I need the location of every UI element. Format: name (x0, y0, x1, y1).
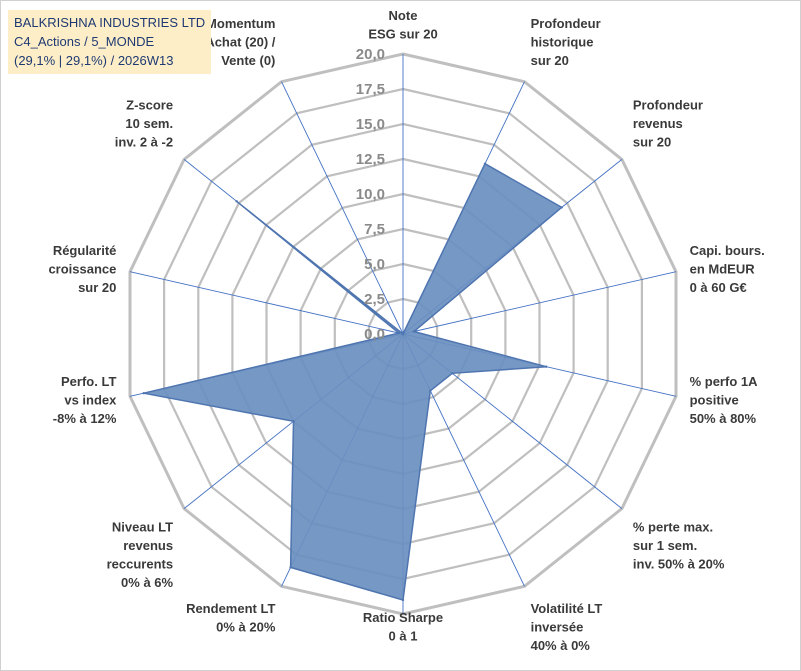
radar-axis-labels: Note ESG sur 20 Profondeur historique sur 20… (48, 8, 764, 653)
axis-label-9-line-1: revenus (123, 538, 173, 553)
series-point-6 (429, 389, 432, 392)
axis-label-10-line-1: vs index (64, 392, 117, 407)
tick-label-2: 5,0 (364, 256, 385, 273)
series-point-5 (451, 372, 454, 375)
radar-tick-labels: 0,0 2,5 5,0 7,5 10,0 12,5 15,0 17,5 20,0 (356, 46, 385, 343)
chart-subtitle: C4_Actions / 5_MONDE (14, 34, 155, 49)
series-point-3 (412, 330, 416, 333)
axis-label-6: Volatilité LT inversée 40% à 0% (531, 601, 603, 653)
axis-label-6-line-2: 40% à 0% (531, 638, 591, 653)
axis-label-9-line-2: reccurents (107, 556, 173, 571)
axis-label-0-line-0: Note (389, 8, 418, 23)
axis-label-2-line-1: revenus (633, 116, 683, 131)
chart-period: (29,1% | 29,1%) / 2026W13 (14, 53, 174, 68)
series-point-13 (401, 332, 405, 336)
axis-label-5: % perte max. sur 1 sem. inv. 50% à 20% (633, 519, 725, 571)
chart-title-box: BALKRISHNA INDUSTRIES LTD C4_Actions / 5… (8, 10, 212, 74)
series-point-2 (560, 206, 563, 209)
axis-label-13: Momentum Achat (20) / Vente (0) (205, 16, 275, 68)
axis-label-1-line-2: sur 20 (531, 53, 569, 68)
tick-label-1: 2,5 (364, 291, 385, 308)
axis-label-13-line-0: Momentum (206, 16, 275, 31)
series-point-11 (397, 331, 401, 335)
axis-label-2-line-0: Profondeur (633, 98, 703, 113)
axis-label-11: Régularité croissance sur 20 (48, 243, 116, 295)
axis-label-5-line-1: sur 1 sem. (633, 538, 697, 553)
axis-label-8-line-1: 0% à 20% (216, 619, 276, 634)
axis-label-0: Note ESG sur 20 (368, 8, 437, 42)
axis-label-5-line-0: % perte max. (633, 519, 713, 534)
tick-label-8: 20,0 (356, 46, 385, 63)
axis-label-9: Niveau LT revenus reccurents 0% à 6% (107, 519, 174, 590)
series-point-12 (235, 200, 238, 203)
tick-label-3: 7,5 (364, 221, 385, 238)
series-point-4 (545, 365, 548, 368)
tick-label-0: 0,0 (364, 326, 385, 343)
axis-label-3-line-1: en MdEUR (690, 262, 756, 277)
axis-label-4-line-1: positive (690, 392, 739, 407)
axis-label-7: Ratio Sharpe 0 à 1 (363, 610, 443, 644)
axis-label-1-line-0: Profondeur (531, 16, 601, 31)
axis-label-7-line-0: Ratio Sharpe (363, 610, 443, 625)
tick-label-6: 15,0 (356, 116, 385, 133)
chart-title: BALKRISHNA INDUSTRIES LTD (14, 15, 206, 30)
axis-label-2-line-2: sur 20 (633, 135, 671, 150)
axis-label-4-line-2: 50% à 80% (690, 411, 757, 426)
axis-label-8-line-0: Rendement LT (186, 601, 275, 616)
axis-label-6-line-0: Volatilité LT (531, 601, 603, 616)
axis-label-13-line-1: Achat (20) / (205, 35, 275, 50)
series-point-7 (401, 598, 405, 602)
axis-label-9-line-0: Niveau LT (112, 519, 173, 534)
series-area-0 (143, 162, 564, 601)
axis-label-7-line-1: 0 à 1 (389, 629, 418, 644)
tick-label-5: 12,5 (356, 151, 385, 168)
series-point-8 (289, 566, 292, 569)
axis-label-3: Capi. bours. en MdEUR 0 à 60 G€ (690, 243, 765, 295)
axis-label-12-line-1: 10 sem. (125, 116, 173, 131)
radar-spoke-11 (129, 271, 404, 335)
axis-label-2: Profondeur revenus sur 20 (633, 98, 703, 150)
axis-label-10: Perfo. LT vs index -8% à 12% (53, 374, 117, 426)
axis-label-4-line-0: % perfo 1A (690, 374, 759, 389)
axis-label-1: Profondeur historique sur 20 (531, 16, 601, 68)
axis-label-5-line-2: inv. 50% à 20% (633, 556, 725, 571)
axis-label-8: Rendement LT 0% à 20% (186, 601, 276, 635)
radar-spoke-13 (281, 81, 404, 335)
axis-label-10-line-2: -8% à 12% (53, 411, 117, 426)
axis-label-13-line-2: Vente (0) (221, 53, 275, 68)
axis-label-11-line-1: croissance (48, 262, 116, 277)
series-point-1 (483, 162, 487, 165)
axis-label-10-line-0: Perfo. LT (61, 374, 116, 389)
series-point-9 (292, 420, 295, 423)
axis-label-12: Z-score 10 sem. inv. 2 à -2 (115, 98, 173, 150)
axis-label-6-line-1: inversée (531, 619, 584, 634)
series-point-10 (142, 392, 145, 395)
axis-label-1-line-1: historique (531, 35, 594, 50)
axis-label-12-line-2: inv. 2 à -2 (115, 135, 173, 150)
radar-series (142, 162, 564, 602)
axis-label-12-line-0: Z-score (126, 98, 173, 113)
tick-label-7: 17,5 (356, 81, 385, 98)
axis-label-0-line-1: ESG sur 20 (368, 27, 437, 42)
axis-label-3-line-2: 0 à 60 G€ (690, 280, 747, 295)
axis-label-11-line-2: sur 20 (78, 280, 116, 295)
axis-label-4: % perfo 1A positive 50% à 80% (690, 374, 759, 426)
axis-label-11-line-0: Régularité (53, 243, 117, 258)
tick-label-4: 10,0 (356, 186, 385, 203)
axis-label-9-line-3: 0% à 6% (121, 575, 173, 590)
axis-label-3-line-0: Capi. bours. (690, 243, 765, 258)
radar-spoke-3 (402, 271, 677, 335)
